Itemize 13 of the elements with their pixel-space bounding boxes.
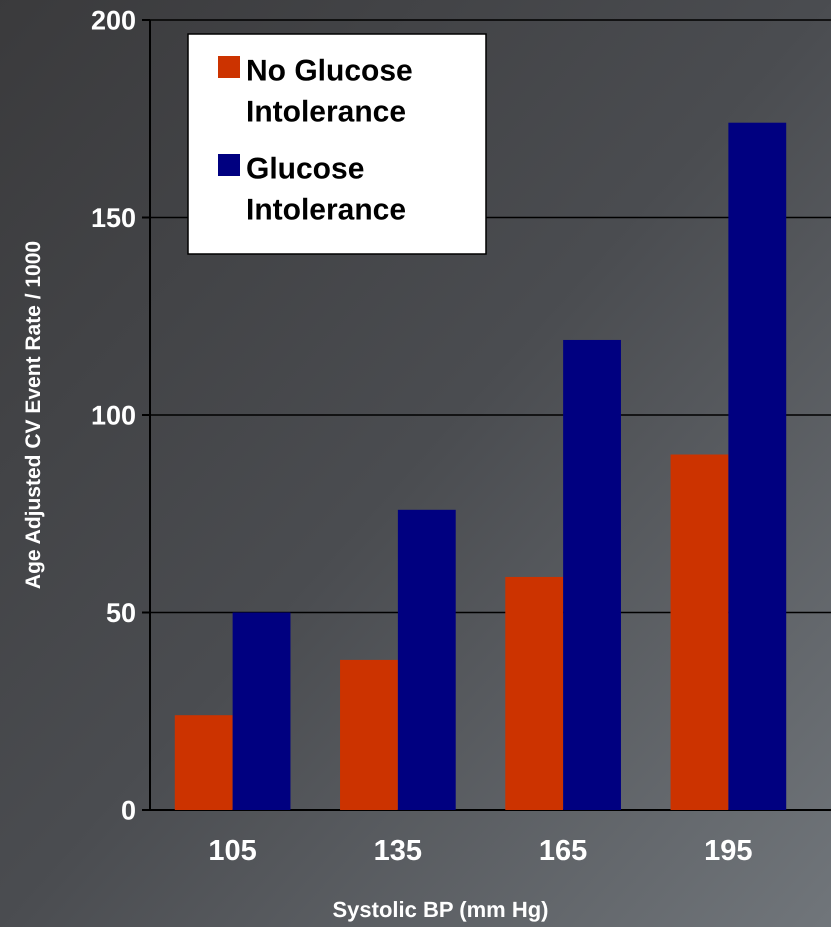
- x-axis-title: Systolic BP (mm Hg): [332, 897, 548, 922]
- y-tick-label: 0: [120, 795, 136, 826]
- legend-label: No Glucose Intolerance: [246, 54, 413, 128]
- y-axis-title: Age Adjusted CV Event Rate / 1000: [22, 240, 45, 590]
- legend-label: Glucose Intolerance: [246, 152, 406, 226]
- x-tick-label: 165: [538, 835, 588, 867]
- x-tick-label: 195: [704, 835, 753, 867]
- y-tick-label: 50: [106, 598, 136, 628]
- x-tick-label: 105: [208, 835, 257, 867]
- y-tick-label: 100: [90, 400, 136, 430]
- y-tick-label: 200: [90, 5, 136, 36]
- x-tick-label: 135: [374, 835, 422, 867]
- y-tick-label: 150: [90, 202, 136, 233]
